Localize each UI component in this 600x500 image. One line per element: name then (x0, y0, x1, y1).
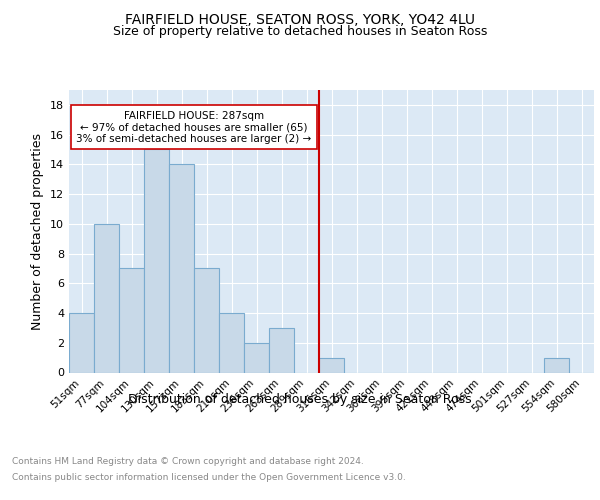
Text: Contains public sector information licensed under the Open Government Licence v3: Contains public sector information licen… (12, 472, 406, 482)
Y-axis label: Number of detached properties: Number of detached properties (31, 132, 44, 330)
Bar (94, 224, 119, 372)
Bar (119, 268, 144, 372)
Text: Size of property relative to detached houses in Seaton Ross: Size of property relative to detached ho… (113, 25, 487, 38)
Bar (319, 358, 344, 372)
Bar (194, 268, 219, 372)
Bar (544, 358, 569, 372)
Bar (244, 343, 269, 372)
Text: FAIRFIELD HOUSE: 287sqm
← 97% of detached houses are smaller (65)
3% of semi-det: FAIRFIELD HOUSE: 287sqm ← 97% of detache… (76, 110, 311, 144)
Text: FAIRFIELD HOUSE, SEATON ROSS, YORK, YO42 4LU: FAIRFIELD HOUSE, SEATON ROSS, YORK, YO42… (125, 12, 475, 26)
Bar (219, 313, 244, 372)
Text: Contains HM Land Registry data © Crown copyright and database right 2024.: Contains HM Land Registry data © Crown c… (12, 458, 364, 466)
Text: Distribution of detached houses by size in Seaton Ross: Distribution of detached houses by size … (128, 392, 472, 406)
Bar (69, 313, 94, 372)
Bar (169, 164, 194, 372)
Bar (269, 328, 294, 372)
Bar (144, 150, 169, 372)
